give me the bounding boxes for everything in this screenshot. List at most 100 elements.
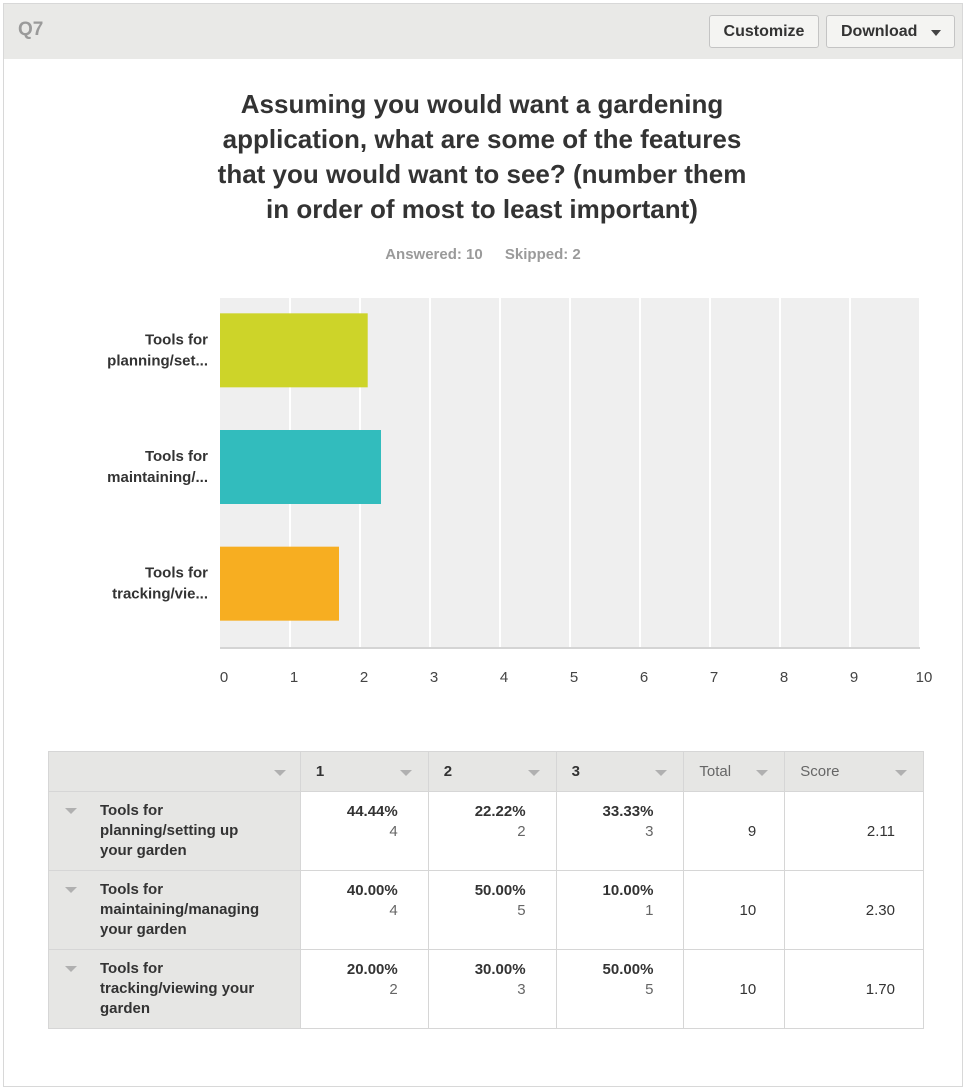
x-tick-label: 0 <box>220 669 228 686</box>
row-label[interactable]: Tools for tracking/viewing your garden <box>48 949 301 1029</box>
answered-count: Answered: 10 <box>385 246 483 263</box>
row-label[interactable]: Tools for planning/setting up your garde… <box>48 791 301 871</box>
cell-count: 5 <box>645 981 654 998</box>
table-cell: 22.22% 2 <box>427 791 557 871</box>
cell-percent: 33.33% <box>602 803 654 820</box>
table-cell: 44.44% 4 <box>299 791 429 871</box>
x-tick-label: 2 <box>360 669 368 686</box>
table-cell: 20.00% 2 <box>299 949 429 1029</box>
bar <box>220 430 381 504</box>
row-label-line: your garden <box>100 842 187 859</box>
chevron-down-icon <box>931 30 941 36</box>
cell-count: 5 <box>517 902 526 919</box>
chevron-down-icon <box>65 966 77 972</box>
skipped-count: Skipped: 2 <box>504 246 581 263</box>
cell-percent: 44.44% <box>346 803 398 820</box>
customize-button-label: Customize <box>723 22 805 40</box>
cell-percent: 40.00% <box>346 882 398 899</box>
cell-percent: 20.00% <box>346 961 398 978</box>
table-cell: 30.00% 3 <box>427 949 557 1029</box>
column-label: Score <box>800 763 840 780</box>
question-header-bar: Q7 Customize Download <box>4 4 962 59</box>
table-cell: 50.00% 5 <box>555 949 685 1029</box>
cell-count: 4 <box>389 902 398 919</box>
column-label: 1 <box>315 763 325 780</box>
cell-percent: 22.22% <box>474 803 526 820</box>
total-cell: 10 <box>683 949 786 1029</box>
y-category-label: planning/set... <box>107 352 208 369</box>
row-label-line: tracking/viewing your <box>100 980 255 997</box>
row-label-line: maintaining/managing <box>100 901 260 918</box>
question-number: Q7 <box>18 19 44 40</box>
row-label-line: your garden <box>100 921 187 938</box>
chevron-down-icon <box>756 770 769 776</box>
table-header-col-2[interactable]: 2 <box>427 751 557 792</box>
question-title-line: that you would want to see? (number them <box>217 159 747 189</box>
x-tick-label: 1 <box>290 669 298 686</box>
x-tick-label: 3 <box>430 669 438 686</box>
x-tick-label: 9 <box>850 669 858 686</box>
x-tick-label: 10 <box>916 669 933 686</box>
column-label: 3 <box>571 763 580 780</box>
table-row: Tools for tracking/viewing your garden 2… <box>48 949 924 1029</box>
table-header-blank[interactable] <box>48 751 301 792</box>
table-header-col-3[interactable]: 3 <box>555 751 685 792</box>
bar <box>220 546 339 621</box>
question-title-line: Assuming you would want a gardening <box>240 89 724 119</box>
x-tick-label: 5 <box>570 669 578 686</box>
total-cell: 10 <box>683 870 786 950</box>
row-label-line: garden <box>100 1000 151 1017</box>
download-button[interactable]: Download <box>826 15 955 48</box>
score-cell: 2.30 <box>784 870 924 950</box>
table-header-total[interactable]: Total <box>683 751 786 792</box>
cell-percent: 50.00% <box>474 882 526 899</box>
cell-count: 2 <box>517 823 526 840</box>
response-stats: Answered: 10 Skipped: 2 <box>0 246 966 263</box>
table-cell: 10.00% 1 <box>555 870 685 950</box>
y-category-label: tracking/vie... <box>112 586 208 603</box>
cell-count: 1 <box>645 902 654 919</box>
row-label-line: planning/setting up <box>100 822 239 839</box>
column-label: 2 <box>443 763 453 780</box>
results-table: 1 2 3 Total Score Tools for planning/set… <box>48 751 924 1029</box>
cell-count: 4 <box>389 823 398 840</box>
question-title-line: in order of most to least important) <box>266 194 698 224</box>
row-label[interactable]: Tools for maintaining/managing your gard… <box>48 870 301 950</box>
total-cell: 9 <box>683 791 786 871</box>
table-header-score[interactable]: Score <box>784 751 924 792</box>
x-tick-label: 4 <box>500 669 508 686</box>
bar <box>220 313 368 388</box>
table-row: Tools for maintaining/managing your gard… <box>48 870 924 950</box>
cell-count: 3 <box>517 981 526 998</box>
score-cell: 2.11 <box>784 791 924 871</box>
cell-percent: 10.00% <box>602 882 654 899</box>
question-title-line: application, what are some of the featur… <box>222 124 742 154</box>
row-label-line: Tools for <box>100 881 164 898</box>
row-label-line: Tools for <box>100 960 164 977</box>
column-label: Total <box>699 763 732 780</box>
table-cell: 40.00% 4 <box>299 870 429 950</box>
cell-percent: 30.00% <box>474 961 526 978</box>
chevron-down-icon <box>655 770 668 776</box>
chevron-down-icon <box>65 887 77 893</box>
y-category-label: Tools for <box>145 448 208 465</box>
cell-count: 2 <box>389 981 398 998</box>
bar-chart: 0 1 2 3 4 5 6 7 8 9 10 Tools for planning/set... Tool… <box>107 298 933 686</box>
y-category-label: Tools for <box>145 331 208 348</box>
chevron-down-icon <box>65 808 77 814</box>
chevron-down-icon <box>273 770 286 776</box>
question-title: Assuming you would want a gardening appl… <box>180 87 784 227</box>
x-tick-label: 6 <box>640 669 648 686</box>
chevron-down-icon <box>399 770 412 776</box>
download-button-label: Download <box>841 22 918 40</box>
cell-percent: 50.00% <box>602 961 654 978</box>
table-header-row: 1 2 3 Total Score <box>48 751 924 792</box>
chevron-down-icon <box>895 770 907 776</box>
x-tick-label: 7 <box>710 669 718 686</box>
chevron-down-icon <box>527 770 540 776</box>
row-label-line: Tools for <box>100 802 164 819</box>
y-category-label: maintaining/... <box>107 469 208 486</box>
table-cell: 33.33% 3 <box>555 791 685 871</box>
customize-button[interactable]: Customize <box>709 15 819 48</box>
table-header-col-1[interactable]: 1 <box>299 751 429 792</box>
